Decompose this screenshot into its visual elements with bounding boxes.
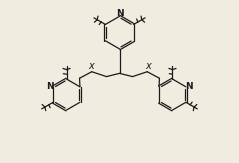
Text: N: N: [116, 9, 123, 18]
Text: N: N: [46, 82, 54, 91]
Text: x: x: [145, 60, 151, 71]
Text: x: x: [88, 60, 94, 71]
Text: N: N: [185, 82, 193, 91]
